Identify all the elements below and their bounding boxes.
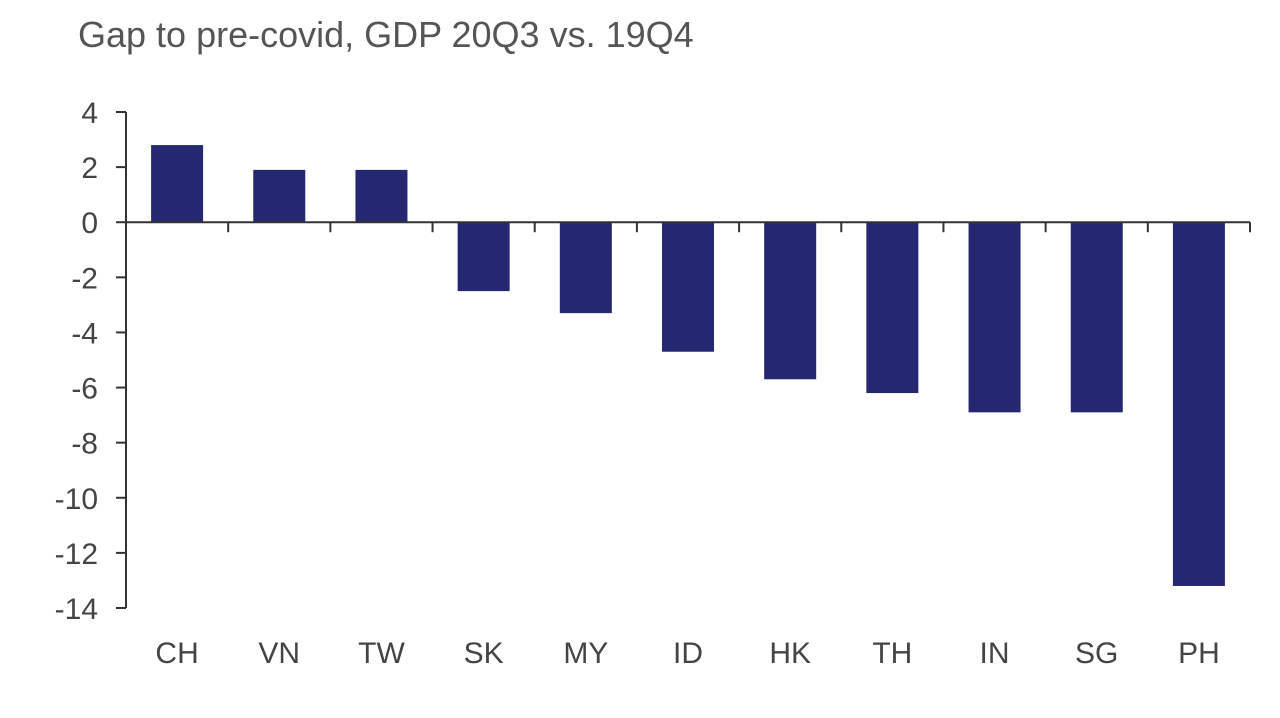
y-tick-label: 2 — [81, 152, 98, 185]
bars-group — [151, 145, 1225, 586]
y-tick-label: -14 — [55, 593, 98, 626]
y-tick-label: -6 — [71, 373, 98, 406]
bar-sk — [457, 222, 510, 292]
bar-sg — [1070, 222, 1123, 413]
x-tick-labels: CH VN TW SK MY ID HK TH IN SG PH — [155, 637, 1219, 670]
axes-group — [116, 111, 1251, 609]
x-tick-label-my: MY — [563, 637, 608, 670]
bar-ph — [1172, 222, 1225, 586]
y-tick-label: -2 — [71, 262, 98, 295]
bar-th — [866, 222, 919, 394]
x-tick-label-tw: TW — [358, 637, 405, 670]
bar-my — [559, 222, 612, 314]
bar-in — [968, 222, 1021, 413]
bar-id — [662, 222, 714, 352]
x-tick-label-ph: PH — [1178, 637, 1220, 670]
y-tick-label: -8 — [71, 428, 98, 461]
bar-ch — [151, 145, 204, 223]
bar-hk — [764, 222, 817, 380]
y-tick-label: 4 — [81, 97, 98, 130]
y-tick-labels: 4 2 0 -2 -4 -6 -8 -10 -12 -14 — [55, 97, 98, 626]
x-tick-label-id: ID — [673, 637, 703, 670]
x-tick-label-vn: VN — [258, 637, 300, 670]
x-tick-label-th: TH — [872, 637, 912, 670]
y-tick-label: -4 — [71, 317, 98, 350]
x-tick-label-ch: CH — [155, 637, 198, 670]
y-tick-label: -12 — [55, 538, 98, 571]
x-tick-label-hk: HK — [769, 637, 811, 670]
x-tick-label-in: IN — [980, 637, 1010, 670]
y-tick-label: -10 — [55, 483, 98, 516]
y-tick-label: 0 — [81, 207, 98, 240]
x-tick-label-sg: SG — [1075, 637, 1118, 670]
bar-vn — [253, 169, 306, 223]
bar-tw — [355, 169, 408, 223]
chart-title: Gap to pre-covid, GDP 20Q3 vs. 19Q4 — [78, 14, 694, 55]
x-tick-label-sk: SK — [464, 637, 504, 670]
